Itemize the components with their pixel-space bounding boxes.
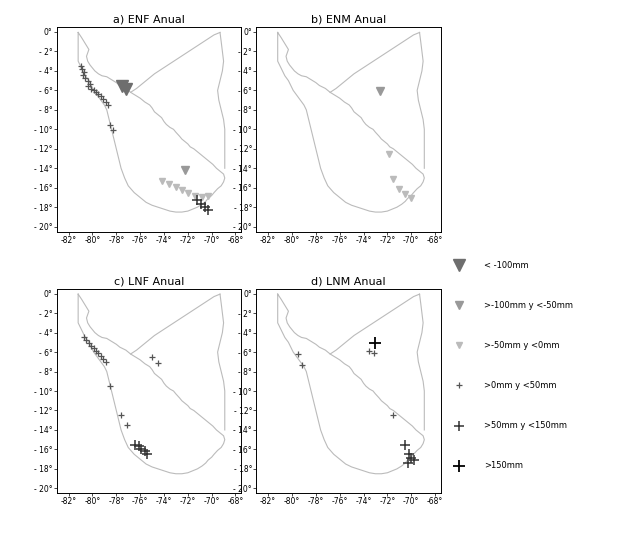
Title: c) LNF Anual: c) LNF Anual: [114, 276, 184, 287]
Text: >-100mm y <-50mm: >-100mm y <-50mm: [484, 301, 573, 310]
Title: a) ENF Anual: a) ENF Anual: [113, 15, 185, 25]
Title: d) LNM Anual: d) LNM Anual: [311, 276, 386, 287]
Text: >0mm y <50mm: >0mm y <50mm: [484, 381, 556, 390]
Text: < -100mm: < -100mm: [484, 261, 529, 270]
Text: >150mm: >150mm: [484, 461, 523, 470]
Title: b) ENM Anual: b) ENM Anual: [311, 15, 386, 25]
Text: >50mm y <150mm: >50mm y <150mm: [484, 421, 566, 430]
Text: >-50mm y <0mm: >-50mm y <0mm: [484, 341, 559, 350]
